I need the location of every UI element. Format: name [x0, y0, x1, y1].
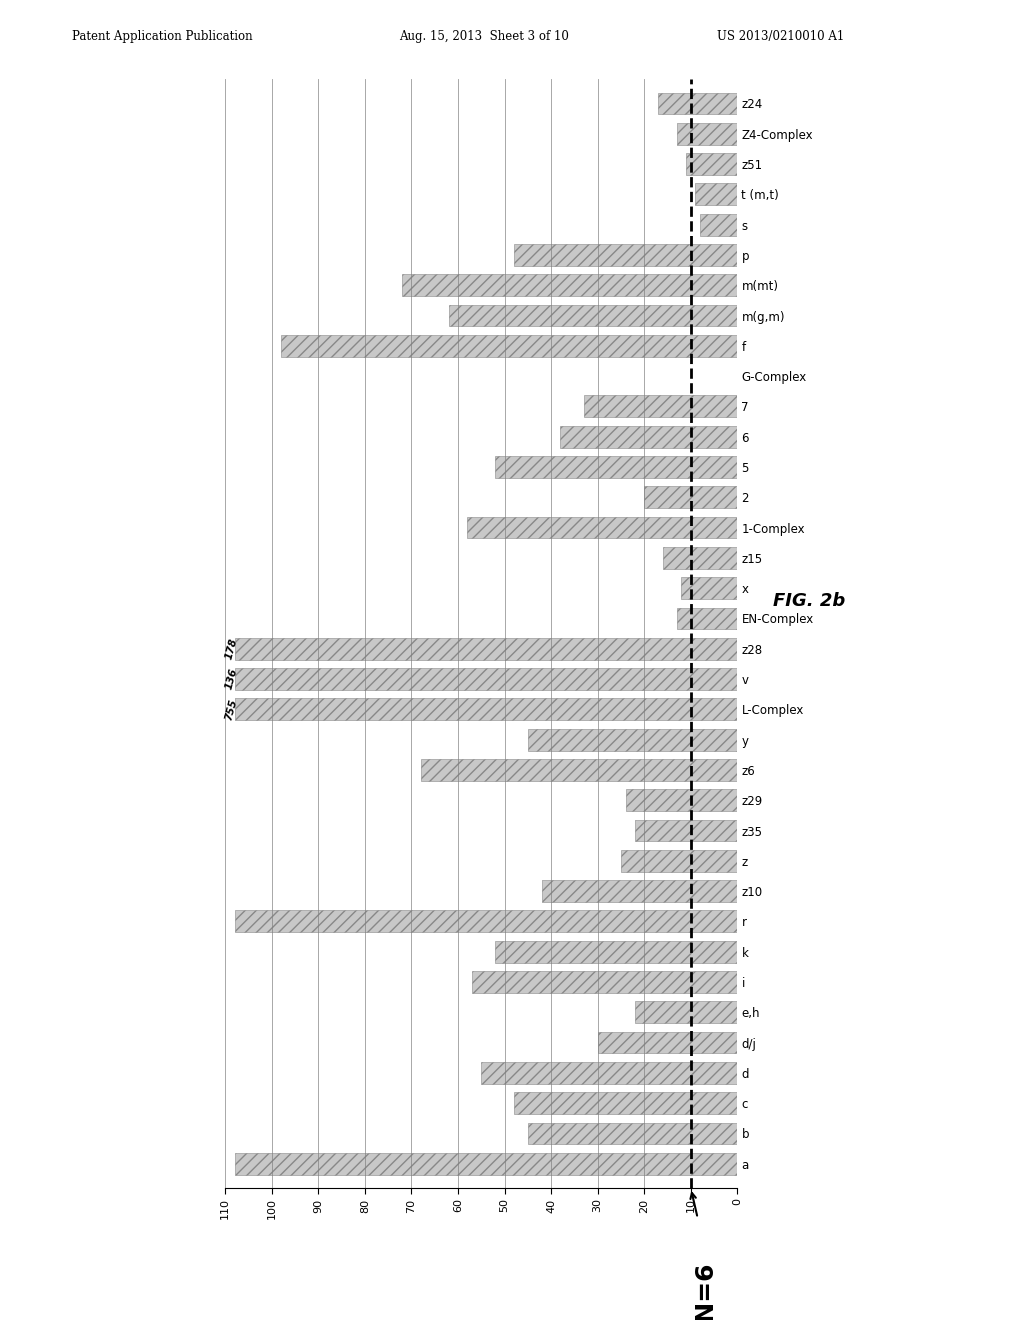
Bar — [449, 305, 737, 326]
Bar — [635, 820, 737, 841]
Text: P/N=6: P/N=6 — [692, 1261, 717, 1320]
Bar — [496, 941, 737, 962]
Text: FIG. 2b: FIG. 2b — [773, 591, 846, 610]
Bar — [677, 123, 737, 145]
Text: 755: 755 — [224, 697, 240, 721]
Bar — [542, 880, 737, 902]
Bar — [472, 972, 737, 993]
Text: Patent Application Publication: Patent Application Publication — [72, 30, 252, 44]
Bar — [695, 183, 737, 205]
Text: 178: 178 — [224, 638, 240, 660]
Bar — [527, 1122, 737, 1144]
Bar — [677, 607, 737, 630]
Bar — [686, 153, 737, 176]
Text: 136: 136 — [224, 667, 240, 690]
Bar — [234, 638, 737, 660]
Bar — [402, 275, 737, 296]
Bar — [496, 457, 737, 478]
Bar — [621, 850, 737, 871]
Bar — [282, 335, 737, 356]
Bar — [481, 1063, 737, 1084]
Bar — [635, 1002, 737, 1023]
Bar — [700, 214, 737, 235]
Bar — [234, 668, 737, 690]
Bar — [644, 486, 737, 508]
Text: US 2013/0210010 A1: US 2013/0210010 A1 — [717, 30, 844, 44]
Bar — [234, 911, 737, 932]
Text: Aug. 15, 2013  Sheet 3 of 10: Aug. 15, 2013 Sheet 3 of 10 — [399, 30, 569, 44]
Bar — [681, 577, 737, 599]
Bar — [234, 1152, 737, 1175]
Bar — [598, 1032, 737, 1053]
Bar — [658, 92, 737, 115]
Bar — [584, 396, 737, 417]
Bar — [626, 789, 737, 810]
Bar — [467, 516, 737, 539]
Bar — [421, 759, 737, 781]
Bar — [663, 546, 737, 569]
Bar — [514, 244, 737, 265]
Bar — [560, 426, 737, 447]
Bar — [514, 1092, 737, 1114]
Bar — [527, 729, 737, 751]
Bar — [234, 698, 737, 721]
